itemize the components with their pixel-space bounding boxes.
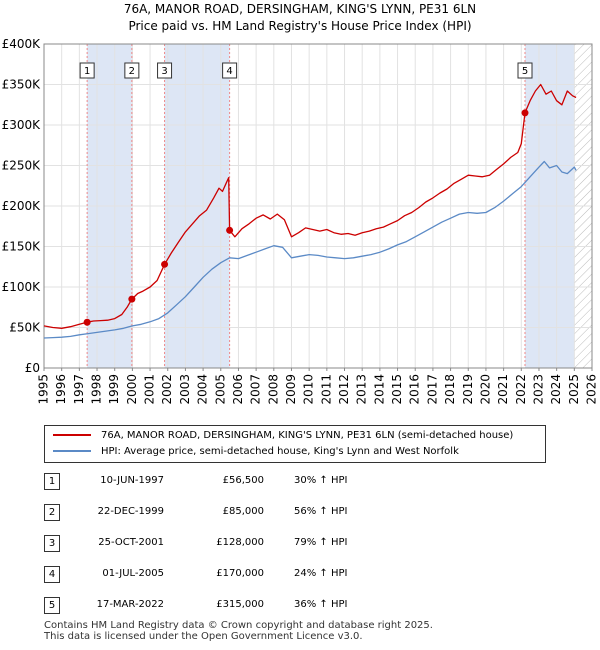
x-tick-label: 2011 [319,374,333,405]
x-tick-label: 2022 [514,374,528,405]
sale-number: 2 [44,504,60,521]
sale-number-label: 4 [226,66,232,77]
x-tick-label: 2019 [461,374,475,405]
x-tick-label: 2026 [585,374,599,405]
sale-row: 4 01-JUL-2005 £170,000 24% ↑ HPI [44,565,564,585]
sale-price: £170,000 [216,568,264,579]
y-tick-label: £150K [2,240,42,254]
footer-copyright: Contains HM Land Registry data © Crown c… [44,620,433,631]
x-tick-label: 1998 [90,374,104,405]
sale-hpi-change: 24% ↑ HPI [294,568,348,579]
sale-date: 22-DEC-1999 [97,506,164,517]
x-tick-label: 2009 [284,374,298,405]
sale-price: £56,500 [222,475,264,486]
y-tick-label: £50K [9,321,41,335]
sale-hpi-change: 79% ↑ HPI [294,537,348,548]
sale-date: 10-JUN-1997 [100,475,164,486]
sale-number-label: 2 [129,66,135,77]
sale-point [83,318,91,326]
sale-hpi-change: 56% ↑ HPI [294,506,348,517]
chart-title-line-2: Price paid vs. HM Land Registry's House … [128,19,472,33]
x-tick-label: 2023 [531,374,545,405]
x-tick-label: 2002 [160,374,174,405]
sale-date: 17-MAR-2022 [96,599,164,610]
sale-row: 5 17-MAR-2022 £315,000 36% ↑ HPI [44,596,564,616]
x-tick-label: 2024 [549,374,563,405]
x-tick-label: 2000 [125,374,139,405]
x-tick-label: 1997 [72,374,86,405]
x-tick-label: 2025 [567,374,581,405]
y-tick-label: £0 [25,361,40,375]
x-tick-label: 1995 [37,374,51,405]
sale-date: 25-OCT-2001 [98,537,164,548]
x-tick-label: 2008 [266,374,280,405]
chart-legend: 76A, MANOR ROAD, DERSINGHAM, KING'S LYNN… [44,425,546,463]
x-tick-label: 2014 [372,374,386,405]
x-tick-label: 2003 [178,374,192,405]
sale-hpi-change: 36% ↑ HPI [294,599,348,610]
sale-point [128,295,136,303]
price-chart: £0 £50K £100K £150K £200K £250K £300K £350K £400… [2,37,599,405]
sale-point [521,109,529,117]
plot-border [43,43,593,369]
x-tick-label: 2005 [213,374,227,405]
x-tick-label: 2020 [478,374,492,405]
sale-point [161,260,169,268]
x-tick-label: 2004 [196,374,210,405]
legend-label-hpi: HPI: Average price, semi-detached house,… [101,446,459,457]
sale-price: £315,000 [216,599,264,610]
sale-number: 4 [44,566,60,583]
sale-point [226,226,234,234]
x-tick-label: 2007 [249,374,263,405]
x-tick-label: 2001 [143,374,157,405]
x-tick-label: 2018 [443,374,457,405]
sale-row: 2 22-DEC-1999 £85,000 56% ↑ HPI [44,503,564,523]
y-tick-label: £400K [2,37,42,51]
x-tick-label: 2017 [425,374,439,405]
sale-date: 01-JUL-2005 [102,568,164,579]
hpi-line [43,160,577,339]
x-tick-label: 2016 [408,374,422,405]
sale-number-box [222,62,238,79]
x-tick-label: 2012 [337,374,351,405]
sale-number-label: 1 [84,66,90,77]
legend-swatch-property [53,434,91,436]
sale-row: 1 10-JUN-1997 £56,500 30% ↑ HPI [44,472,564,492]
y-tick-label: £100K [2,280,42,294]
sale-number-box [517,62,533,79]
legend-item-hpi: HPI: Average price, semi-detached house,… [53,444,459,460]
sale-number-box [79,62,95,79]
x-tick-label: 1999 [107,374,121,405]
sale-number: 5 [44,597,60,614]
chart-title-line-1: 76A, MANOR ROAD, DERSINGHAM, KING'S LYNN… [123,2,477,16]
sale-hpi-change: 30% ↑ HPI [294,475,348,486]
y-tick-label: £200K [2,199,42,213]
sale-number: 3 [44,535,60,552]
y-tick-label: £350K [2,78,42,92]
footer-licence: This data is licensed under the Open Gov… [44,631,363,642]
sale-number-box [157,62,173,79]
x-tick-label: 1996 [54,374,68,405]
sale-number-box [124,62,140,79]
legend-item-property: 76A, MANOR ROAD, DERSINGHAM, KING'S LYNN… [53,428,513,444]
property-price-line [43,83,577,329]
sale-price: £85,000 [222,506,264,517]
x-tick-label: 2021 [496,374,510,405]
legend-swatch-hpi [53,450,91,452]
x-tick-label: 2010 [302,374,316,405]
sale-number-label: 5 [522,66,528,77]
x-tick-label: 2006 [231,374,245,405]
y-tick-label: £300K [2,118,42,132]
y-tick-label: £250K [2,159,42,173]
x-tick-label: 2015 [390,374,404,405]
sale-number: 1 [44,473,60,490]
sale-number-label: 3 [161,66,167,77]
sale-price: £128,000 [216,537,264,548]
x-tick-label: 2013 [355,374,369,405]
sale-row: 3 25-OCT-2001 £128,000 79% ↑ HPI [44,534,564,554]
legend-label-property: 76A, MANOR ROAD, DERSINGHAM, KING'S LYNN… [101,430,514,441]
